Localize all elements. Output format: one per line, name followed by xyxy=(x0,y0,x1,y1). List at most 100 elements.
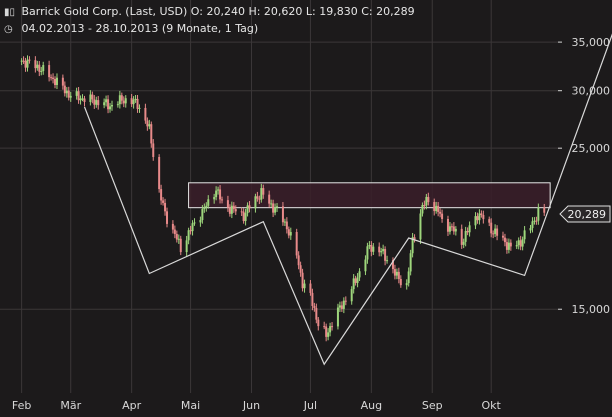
candle-body xyxy=(462,241,465,245)
candle-body xyxy=(338,305,341,308)
candle-body xyxy=(492,233,495,235)
candle-body xyxy=(354,278,357,283)
candle-body xyxy=(507,242,510,250)
candle-body xyxy=(63,85,66,94)
resistance-zone-box xyxy=(188,182,551,209)
candle-body xyxy=(36,64,39,69)
clock-icon: ◷ xyxy=(4,24,13,35)
candle-body xyxy=(352,278,355,290)
candle-body xyxy=(42,65,45,72)
y-tick-label: 15,000 xyxy=(572,303,611,316)
candle-body xyxy=(468,225,471,233)
candle-body xyxy=(205,205,208,208)
candle-body xyxy=(537,207,540,221)
resistance-zone xyxy=(188,182,551,209)
candle-body xyxy=(358,271,361,278)
candle-body xyxy=(342,300,345,309)
candle-body xyxy=(34,60,37,69)
pattern-trendline xyxy=(83,33,612,366)
candle-body xyxy=(228,207,231,214)
candle-body xyxy=(336,307,339,327)
chart-period-row: ◷ 04.02.2013 - 28.10.2013 (9 Monate, 1 T… xyxy=(4,22,258,35)
last-price-value: 20,289 xyxy=(568,208,607,221)
candle-body xyxy=(134,98,137,100)
candle-body xyxy=(323,326,326,328)
candle-body xyxy=(313,305,316,308)
candle-body xyxy=(301,272,304,289)
candle-body xyxy=(148,124,151,127)
candle-body xyxy=(201,209,204,221)
candle-body xyxy=(523,230,526,240)
candle-body xyxy=(77,91,80,101)
candle-body xyxy=(327,332,330,337)
candle-body xyxy=(425,196,428,206)
candle-body xyxy=(496,228,499,236)
candle-body xyxy=(448,226,451,232)
candle-body xyxy=(437,205,440,212)
candle-body xyxy=(297,255,300,266)
candle-body xyxy=(509,242,512,247)
candle-body xyxy=(295,232,298,256)
candle-body xyxy=(409,253,412,272)
candle-body xyxy=(177,238,180,240)
candle-body xyxy=(494,228,497,234)
candle-body xyxy=(52,77,55,79)
candle-body xyxy=(476,216,479,221)
candle-body xyxy=(107,99,110,110)
chart-title-row: ▮▯ Barrick Gold Corp. (Last, USD) O: 20,… xyxy=(4,5,415,18)
candle-body xyxy=(122,100,125,104)
candle-body xyxy=(268,194,271,204)
candle-body xyxy=(207,199,210,206)
candle-body xyxy=(384,249,387,261)
candle-body xyxy=(378,246,381,253)
candle-body xyxy=(478,213,481,221)
candle-body xyxy=(20,60,23,62)
candle-body xyxy=(105,99,108,103)
candle-body xyxy=(411,237,414,254)
candle-body xyxy=(179,238,182,253)
candle-body xyxy=(191,223,194,232)
candle-body xyxy=(160,189,163,201)
candle-body xyxy=(55,77,58,85)
candle-body xyxy=(289,232,292,236)
candle-body xyxy=(132,99,135,105)
candle-body xyxy=(91,94,94,100)
candle-body xyxy=(382,249,385,252)
candle-body xyxy=(480,213,483,216)
candle-body xyxy=(356,277,359,283)
candle-body xyxy=(244,213,247,222)
candle-body xyxy=(213,197,216,200)
candle-body xyxy=(413,237,416,240)
candle-body xyxy=(136,98,139,109)
candle-body xyxy=(503,237,506,243)
candle-body xyxy=(110,105,113,107)
chart-title: Barrick Gold Corp. (Last, USD) O: 20,240… xyxy=(21,5,415,18)
candle-body xyxy=(364,259,367,272)
candle-body xyxy=(258,198,261,200)
candle-body xyxy=(54,78,57,85)
candle-body xyxy=(242,211,245,222)
candle-body xyxy=(287,229,290,236)
candle-body xyxy=(138,107,141,109)
candle-body xyxy=(83,98,86,103)
candle-body xyxy=(281,206,284,223)
candle-body xyxy=(529,228,532,231)
candle-body xyxy=(433,202,436,212)
candle-body xyxy=(490,222,493,234)
candle-body xyxy=(460,228,463,245)
candle-body xyxy=(393,269,396,276)
candle-body xyxy=(173,229,176,234)
candle-body xyxy=(50,77,53,79)
candle-body xyxy=(89,94,92,103)
candle-body xyxy=(285,221,288,230)
candle-body xyxy=(331,326,334,328)
candle-body xyxy=(221,199,224,201)
candle-body xyxy=(350,289,353,302)
candle-body xyxy=(441,213,444,219)
y-tick-label: 25,000 xyxy=(572,142,611,155)
candle-body xyxy=(311,292,314,306)
candle-body xyxy=(482,215,485,220)
candle-body xyxy=(515,245,518,247)
candle-body xyxy=(501,235,504,238)
